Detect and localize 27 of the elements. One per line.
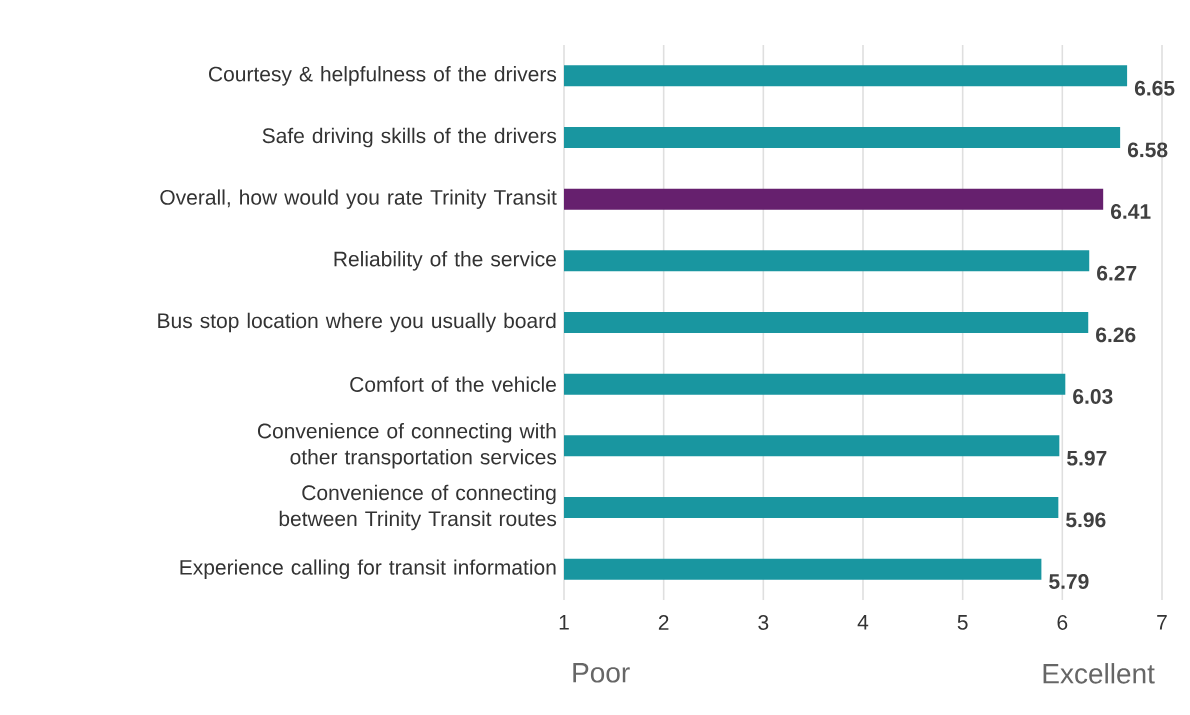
y-tick-label: Convenience of connecting with other transportation services bbox=[257, 423, 557, 469]
data-label: 5.97 bbox=[1067, 450, 1107, 466]
x-tick-label: 7 bbox=[1157, 615, 1167, 630]
x-tick-label: 1 bbox=[559, 615, 569, 630]
data-label: 6.27 bbox=[1097, 265, 1137, 281]
x-tick-label: 2 bbox=[658, 615, 669, 630]
y-tick-label: Overall, how would you rate Trinity Transit bbox=[160, 189, 557, 209]
y-tick-label: Safe driving skills of the drivers bbox=[262, 127, 557, 148]
y-tick-label: Convenience of connecting between Trinity Transit routes bbox=[279, 484, 557, 531]
data-label: 6.65 bbox=[1134, 80, 1175, 96]
y-tick-label: Courtesy & helpfulness of the drivers bbox=[209, 66, 557, 86]
x-tick-label: 6 bbox=[1057, 615, 1068, 630]
data-label: 6.26 bbox=[1096, 327, 1136, 343]
y-tick-label: Experience calling for transit information bbox=[180, 559, 556, 579]
data-label: 6.41 bbox=[1111, 204, 1151, 219]
x-tick-label: 3 bbox=[758, 615, 769, 630]
y-tick-label: Bus stop location where you usually board bbox=[158, 312, 556, 333]
data-label: 5.79 bbox=[1049, 574, 1089, 589]
data-label: 5.96 bbox=[1066, 512, 1106, 528]
text: Poor bbox=[573, 663, 630, 683]
data-label: 6.58 bbox=[1127, 142, 1168, 158]
y-tick-label: Reliability of the service bbox=[334, 251, 556, 271]
text: Excellent bbox=[1043, 663, 1155, 684]
data-label: 6.03 bbox=[1073, 389, 1113, 404]
x-tick-label: 4 bbox=[857, 615, 869, 630]
x-tick-label: 5 bbox=[957, 615, 968, 630]
y-tick-label: Comfort of the vehicle bbox=[350, 376, 556, 392]
